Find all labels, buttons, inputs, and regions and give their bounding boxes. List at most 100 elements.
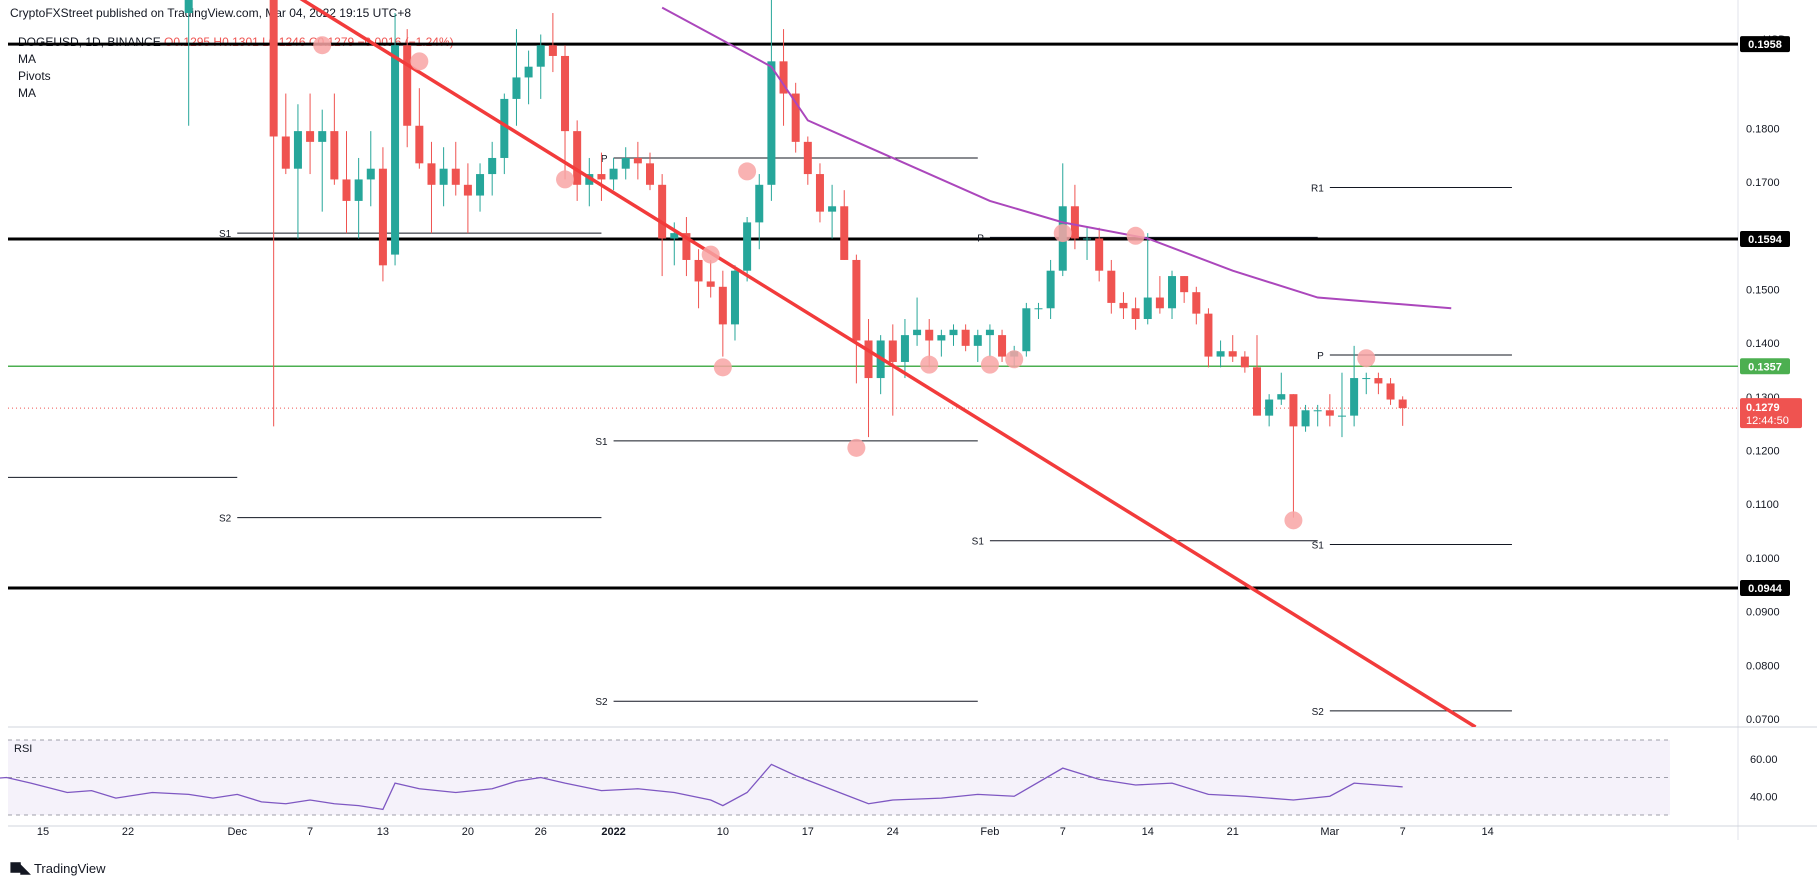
legend-indicator-pivots[interactable]: Pivots	[18, 69, 51, 83]
candle-body	[1337, 415, 1346, 417]
candle-body	[330, 131, 339, 180]
candle-body	[1204, 313, 1213, 357]
y-tick-label: 0.0800	[1746, 660, 1780, 672]
candle-body	[1398, 399, 1407, 409]
candle-body	[646, 163, 654, 185]
candle-body	[561, 55, 570, 132]
candle-body	[451, 168, 460, 185]
candle-body	[1289, 394, 1298, 427]
legend-indicator-ma-2[interactable]: MA	[18, 86, 36, 100]
candle-body	[1325, 410, 1334, 416]
candle-body	[1022, 308, 1031, 352]
candle-body	[682, 233, 691, 260]
level-price-tag	[1740, 231, 1790, 248]
pivot-label: S1	[972, 537, 985, 548]
candle-body	[1386, 383, 1395, 400]
pivot-label: R1	[1311, 183, 1324, 194]
current-price-tag	[1740, 398, 1802, 429]
legend-indicator-ma-1[interactable]: MA	[18, 52, 36, 66]
candle-body	[1240, 356, 1249, 368]
highlight-marker	[847, 438, 866, 457]
x-tick-label: 26	[535, 826, 547, 838]
candle-body	[378, 168, 387, 266]
x-tick-label: 15	[37, 826, 49, 838]
candle-body	[1192, 292, 1201, 314]
candle-body	[1119, 302, 1128, 309]
current-price-label: 0.1279	[1746, 402, 1780, 414]
rsi-tick-label: 40.00	[1750, 791, 1778, 803]
x-tick-label: 10	[717, 826, 729, 838]
candle-body	[488, 157, 497, 175]
footer-brand[interactable]: ⯀◣ TradingView	[10, 860, 106, 877]
candle-body	[755, 184, 764, 223]
candle-body	[318, 131, 327, 142]
candle-body	[281, 136, 290, 169]
y-tick-label: 0.1800	[1746, 123, 1780, 135]
highlight-marker	[920, 355, 939, 374]
x-tick-label: 20	[462, 826, 474, 838]
candle-body	[1374, 378, 1383, 384]
candle-body	[658, 184, 667, 239]
tradingview-logo-icon: ⯀◣	[10, 860, 31, 876]
candle-body	[269, 0, 278, 137]
y-tick-label: 0.1000	[1746, 553, 1780, 565]
candle-body	[1083, 238, 1092, 240]
candle-body	[1216, 351, 1225, 357]
rsi-line	[0, 763, 1403, 811]
pivot-label: P	[977, 233, 984, 244]
candle-body	[1180, 276, 1189, 293]
x-tick-label: 14	[1482, 826, 1494, 838]
candle-body	[961, 329, 970, 346]
candle-body	[1095, 238, 1104, 271]
candle-body	[925, 329, 934, 341]
pivot-label: P	[1317, 351, 1324, 362]
candle-body	[366, 168, 375, 180]
candle-body	[888, 340, 897, 362]
highlight-marker	[410, 52, 429, 71]
candle-body	[1155, 297, 1164, 309]
pivot-label: S2	[595, 697, 608, 708]
candle-body	[403, 45, 412, 126]
candle-body	[694, 259, 703, 282]
level-price-tag	[1740, 579, 1790, 596]
candle-body	[718, 286, 727, 325]
published-header: CryptoFXStreet published on TradingView.…	[10, 6, 411, 20]
candle-body	[1362, 378, 1371, 380]
candle-body	[1265, 399, 1274, 416]
x-tick-label: Feb	[980, 826, 999, 838]
candle-body	[900, 335, 909, 362]
x-tick-label: 24	[887, 826, 899, 838]
candle-body	[306, 131, 315, 142]
descending-trendline	[299, 0, 1477, 727]
pivot-label: S1	[1312, 540, 1325, 551]
pivot-label: S2	[1312, 707, 1325, 718]
candle-body	[184, 0, 193, 14]
rsi-label: RSI	[14, 743, 32, 755]
y-tick-label: 0.1500	[1746, 284, 1780, 296]
y-tick-label: 0.0700	[1746, 714, 1780, 726]
candle-body	[828, 206, 837, 212]
pivot-label: S2	[219, 514, 232, 525]
level-price-tag	[1740, 36, 1790, 53]
candle-body	[621, 157, 630, 169]
candle-body	[1131, 308, 1140, 320]
candle-body	[670, 233, 679, 239]
pivot-label: S1	[595, 437, 608, 448]
candle-body	[1301, 410, 1310, 427]
candle-body	[476, 174, 485, 196]
highlight-marker	[1126, 226, 1145, 245]
pivot-label: S1	[219, 229, 232, 240]
x-tick-label: 7	[1400, 826, 1406, 838]
candle-body	[1034, 308, 1043, 310]
candle-body	[791, 93, 800, 142]
x-tick-label: 22	[122, 826, 134, 838]
highlight-marker	[713, 358, 732, 377]
candle-body	[949, 329, 958, 336]
highlight-marker	[1005, 350, 1024, 369]
candle-body	[548, 45, 557, 56]
x-tick-label: 7	[307, 826, 313, 838]
candle-body	[597, 174, 606, 180]
candle-body	[913, 329, 922, 336]
